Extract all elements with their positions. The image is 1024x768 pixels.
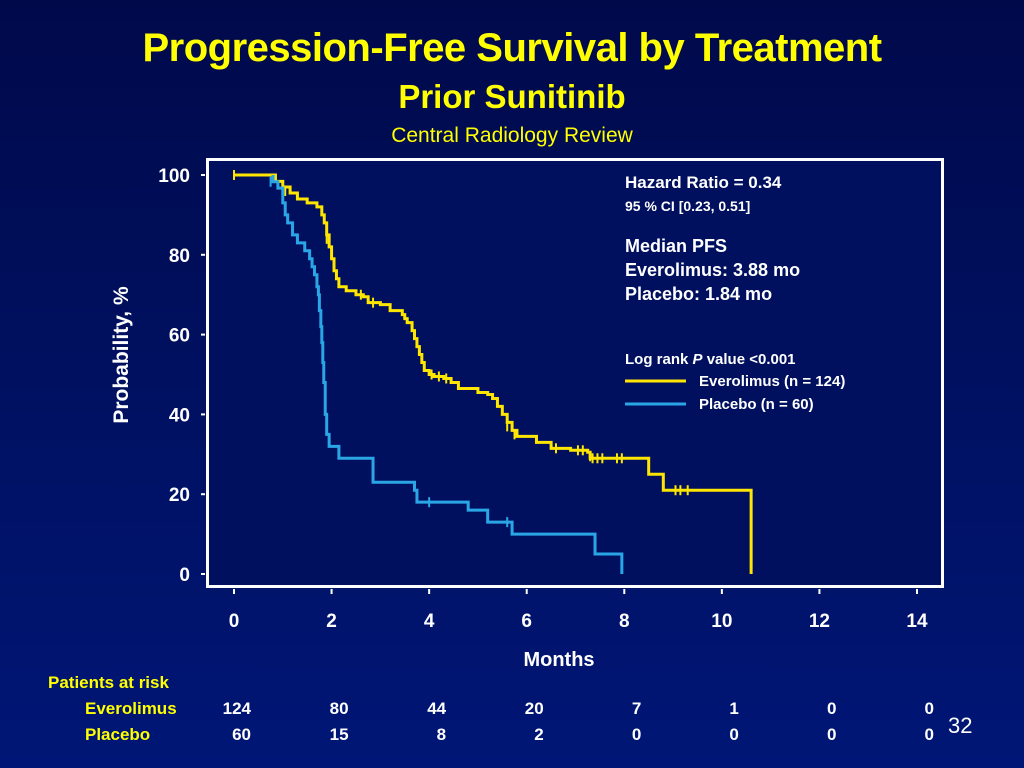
x-axis-label: Months	[523, 649, 594, 671]
x-tick-label: 12	[809, 611, 830, 632]
x-tick-label: 8	[619, 611, 630, 632]
confidence-interval: 95 % CI [0.23, 0.51]	[625, 198, 750, 214]
risk-cell-everolimus: 124	[222, 699, 251, 718]
y-axis-label: Probability, %	[110, 286, 133, 424]
risk-row-label-placebo: Placebo	[85, 725, 151, 744]
risk-cell-placebo: 0	[924, 725, 934, 744]
y-tick-label: 20	[169, 485, 190, 506]
x-tick-label: 2	[326, 611, 337, 632]
x-tick-label: 10	[711, 611, 732, 632]
risk-cell-everolimus: 1	[729, 699, 739, 718]
x-tick-label: 6	[521, 611, 532, 632]
legend-label-everolimus: Everolimus (n = 124)	[699, 373, 845, 390]
y-tick-label: 100	[158, 166, 190, 187]
y-tick-label: 40	[169, 405, 190, 426]
x-axis: 0 2 4 6 8 10 12 14	[229, 589, 928, 632]
y-tick-label: 60	[169, 326, 190, 347]
review-note: Central Radiology Review	[391, 124, 633, 147]
risk-cell-everolimus: 20	[524, 699, 544, 718]
logrank-text: Log rank P value <0.001	[625, 351, 796, 368]
x-tick-label: 4	[424, 611, 435, 632]
y-tick-label: 0	[179, 565, 190, 586]
median-heading: Median PFS	[625, 236, 727, 256]
survival-curves	[233, 170, 753, 574]
risk-table-heading: Patients at risk	[48, 673, 169, 692]
median-everolimus: Everolimus: 3.88 mo	[625, 260, 800, 280]
risk-cell-placebo: 2	[534, 725, 544, 744]
legend-label-placebo: Placebo (n = 60)	[699, 396, 814, 413]
curve-everolimus	[234, 173, 753, 574]
risk-cell-placebo: 60	[232, 725, 251, 744]
y-axis: 0 20 40 60 80 100	[158, 166, 205, 586]
x-tick-label: 0	[229, 611, 240, 632]
hazard-ratio: Hazard Ratio = 0.34	[625, 173, 782, 192]
y-tick-label: 80	[169, 246, 190, 267]
risk-cell-placebo: 15	[329, 725, 349, 744]
slide-number: 32	[948, 713, 973, 738]
risk-cell-everolimus: 0	[826, 699, 837, 718]
x-tick-label: 14	[906, 611, 928, 632]
median-placebo: Placebo: 1.84 mo	[625, 284, 772, 304]
risk-cell-placebo: 8	[436, 725, 447, 744]
risk-cell-placebo: 0	[729, 725, 739, 744]
plot-area	[209, 161, 941, 585]
slide-subtitle: Prior Sunitinib	[398, 78, 626, 115]
risk-cell-everolimus: 44	[427, 699, 447, 718]
risk-cell-everolimus: 0	[924, 699, 934, 718]
risk-cell-everolimus: 7	[631, 699, 642, 718]
risk-cell-everolimus: 80	[329, 699, 349, 718]
risk-cell-placebo: 0	[631, 725, 642, 744]
risk-row-label-everolimus: Everolimus	[85, 699, 177, 718]
legend: Everolimus (n = 124) Placebo (n = 60)	[625, 373, 845, 413]
risk-cell-placebo: 0	[826, 725, 837, 744]
curve-placebo	[271, 175, 624, 574]
slide-title: Progression-Free Survival by Treatment	[142, 26, 882, 70]
